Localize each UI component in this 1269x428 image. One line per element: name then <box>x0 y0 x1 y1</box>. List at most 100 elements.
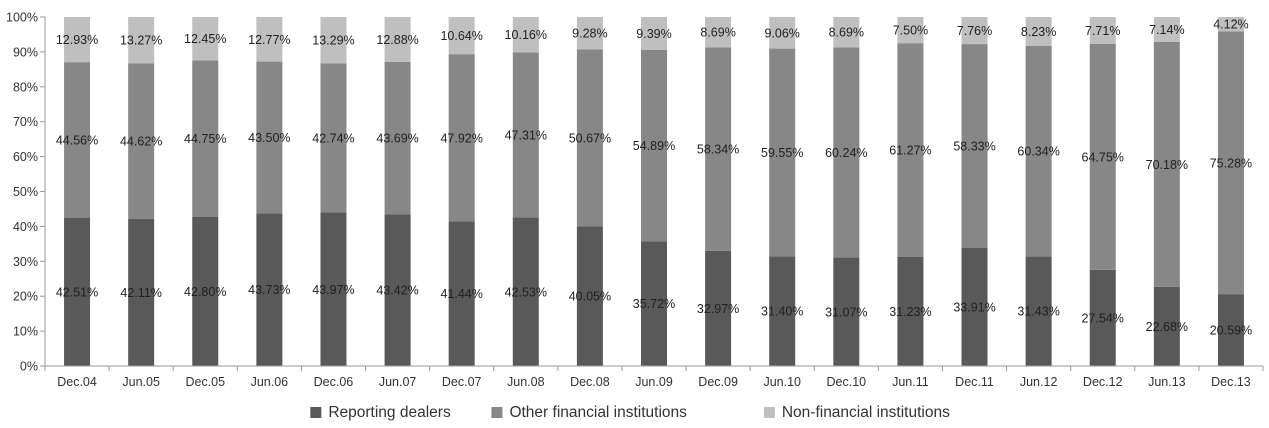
data-label: 42.53% <box>505 285 547 299</box>
data-label: 9.39% <box>636 27 671 41</box>
data-label: 70.18% <box>1146 158 1188 172</box>
y-tick-label: 90% <box>13 45 38 59</box>
data-label: 10.64% <box>440 29 482 43</box>
data-label: 43.42% <box>376 284 418 298</box>
data-label: 42.51% <box>56 285 98 299</box>
legend-swatch <box>310 407 322 418</box>
data-label: 43.73% <box>248 283 290 297</box>
y-tick-label: 50% <box>13 185 38 199</box>
bar-segment <box>961 44 988 248</box>
data-label: 75.28% <box>1210 156 1252 170</box>
x-tick-label: Dec.04 <box>57 375 97 389</box>
x-tick-label: Dec.11 <box>955 375 994 389</box>
data-label: 50.67% <box>569 131 611 145</box>
data-label: 60.24% <box>825 146 867 160</box>
bar-segment <box>192 60 219 217</box>
bar-segment <box>320 63 347 213</box>
data-label: 47.31% <box>505 129 547 143</box>
data-label: 60.34% <box>1017 145 1059 159</box>
bar-segment <box>1217 17 1244 32</box>
x-tick-label: Jun.13 <box>1148 375 1186 389</box>
x-tick-label: Dec.12 <box>1083 375 1123 389</box>
data-label: 33.91% <box>953 300 995 314</box>
bar-segment <box>384 214 411 366</box>
y-tick-label: 80% <box>13 80 38 94</box>
bar-segment <box>1089 269 1116 366</box>
bar-segment <box>576 49 603 227</box>
x-tick-label: Jun.05 <box>122 375 160 389</box>
data-label: 7.76% <box>957 24 992 38</box>
data-label: 7.71% <box>1085 24 1120 38</box>
data-label: 35.72% <box>633 297 675 311</box>
bar-segment <box>512 17 539 53</box>
bar-segment <box>1089 17 1116 44</box>
y-tick-label: 0% <box>20 360 38 374</box>
x-tick-label: Dec.09 <box>698 375 738 389</box>
bar-segment <box>641 241 667 366</box>
bar-segment <box>1153 17 1180 42</box>
data-label: 47.92% <box>440 131 482 145</box>
bar-segment <box>897 257 924 366</box>
x-tick-label: Dec.06 <box>314 375 354 389</box>
bar-segment <box>64 62 91 218</box>
x-tick-label: Dec.05 <box>185 375 225 389</box>
y-tick-label: 60% <box>13 150 38 164</box>
x-tick-label: Dec.13 <box>1211 375 1251 389</box>
data-label: 58.34% <box>697 143 739 157</box>
bar-segment <box>320 212 347 366</box>
data-label: 13.29% <box>312 34 354 48</box>
data-label: 64.75% <box>1082 150 1124 164</box>
x-tick-label: Jun.10 <box>763 375 801 389</box>
bar-segment <box>705 47 732 251</box>
bar-segment <box>769 48 796 257</box>
data-label: 27.54% <box>1082 311 1124 325</box>
data-label: 4.12% <box>1213 18 1248 32</box>
bar-segment <box>128 63 155 220</box>
data-label: 9.28% <box>572 27 607 41</box>
bar-segment <box>192 17 219 61</box>
legend-swatch <box>491 407 503 418</box>
x-tick-label: Jun.07 <box>379 375 417 389</box>
data-label: 31.07% <box>825 305 867 319</box>
legend-label: Other financial institutions <box>509 404 687 421</box>
legend-label: Non-financial institutions <box>782 404 950 421</box>
data-label: 42.80% <box>184 285 226 299</box>
data-label: 7.50% <box>893 24 928 38</box>
data-label: 32.97% <box>697 302 739 316</box>
data-label: 43.69% <box>376 132 418 146</box>
y-tick-label: 100% <box>6 11 38 25</box>
bar-segment <box>64 217 91 366</box>
bar-segment <box>897 43 924 258</box>
data-label: 44.56% <box>56 133 98 147</box>
bar-segment <box>320 17 347 64</box>
bar-segment <box>128 17 155 64</box>
bar-segment <box>961 247 988 366</box>
data-label: 41.44% <box>440 287 482 301</box>
bar-segment <box>769 16 796 49</box>
x-tick-label: Jun.11 <box>892 375 929 389</box>
bar-segment <box>769 256 796 366</box>
bar-segment <box>1217 31 1244 295</box>
bar-segment <box>576 17 603 50</box>
bar-segment <box>705 250 732 366</box>
data-label: 12.93% <box>56 33 98 47</box>
bar-segment <box>641 17 667 50</box>
bar-segment <box>961 17 988 45</box>
bar-segment <box>256 213 283 366</box>
bar-segment <box>1089 43 1116 270</box>
data-label: 44.62% <box>120 135 162 149</box>
data-label: 10.16% <box>505 28 547 42</box>
data-label: 8.23% <box>1021 25 1056 39</box>
data-label: 7.14% <box>1149 23 1184 37</box>
data-label: 40.05% <box>569 290 611 304</box>
bar-segment <box>128 219 155 366</box>
data-label: 31.23% <box>889 305 931 319</box>
data-label: 58.33% <box>953 139 995 153</box>
bar-segment <box>256 17 283 62</box>
data-label: 43.97% <box>312 283 354 297</box>
x-tick-label: Jun.08 <box>507 375 545 389</box>
x-tick-label: Jun.09 <box>635 375 673 389</box>
data-label: 44.75% <box>184 132 226 146</box>
